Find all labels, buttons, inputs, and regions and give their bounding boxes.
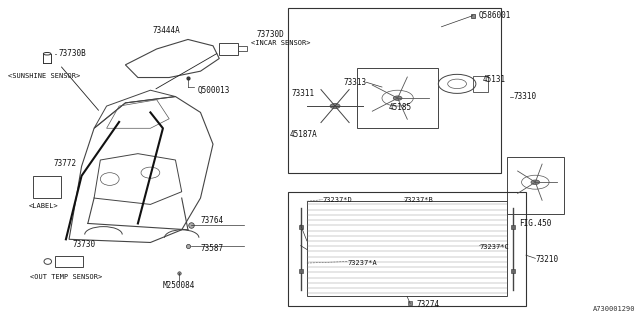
- Bar: [507, 157, 563, 214]
- Text: 73313: 73313: [343, 78, 366, 87]
- Text: 73237*A: 73237*A: [348, 260, 378, 266]
- Text: 73730B: 73730B: [58, 49, 86, 58]
- Text: 73310: 73310: [513, 92, 536, 101]
- Text: 73587: 73587: [200, 244, 223, 253]
- Text: 73274: 73274: [417, 300, 440, 309]
- Bar: [33, 176, 61, 198]
- Text: 73764: 73764: [200, 216, 223, 225]
- Text: <LABEL>: <LABEL>: [29, 203, 59, 209]
- Bar: [238, 46, 248, 51]
- Text: 45187A: 45187A: [290, 130, 317, 139]
- Text: <OUT TEMP SENSOR>: <OUT TEMP SENSOR>: [30, 274, 102, 280]
- Text: Q586001: Q586001: [479, 11, 511, 20]
- Bar: [473, 76, 488, 92]
- Text: 73237*C: 73237*C: [479, 244, 509, 250]
- Text: 73237*D: 73237*D: [323, 197, 352, 203]
- Circle shape: [393, 96, 402, 100]
- Circle shape: [531, 180, 540, 184]
- Circle shape: [330, 104, 340, 108]
- Bar: [357, 68, 438, 128]
- Text: 73730D: 73730D: [257, 30, 285, 39]
- Text: 73444A: 73444A: [152, 26, 180, 35]
- Bar: [288, 192, 526, 306]
- Text: A730001290: A730001290: [593, 306, 636, 312]
- Text: FIG.450: FIG.450: [519, 219, 552, 228]
- Text: M250084: M250084: [163, 281, 195, 290]
- Text: 73772: 73772: [53, 159, 77, 168]
- Text: <SUNSHINE SENSOR>: <SUNSHINE SENSOR>: [8, 73, 80, 79]
- Bar: [55, 256, 83, 267]
- Text: <INCAR SENSOR>: <INCAR SENSOR>: [250, 40, 310, 46]
- Text: Q500013: Q500013: [197, 86, 230, 95]
- Text: 45131: 45131: [482, 75, 505, 84]
- Text: 45185: 45185: [388, 103, 412, 112]
- Text: 73311: 73311: [291, 89, 314, 98]
- Bar: [220, 43, 238, 55]
- Text: 73237*B: 73237*B: [404, 197, 434, 203]
- Bar: [288, 8, 501, 173]
- Bar: [307, 201, 507, 296]
- Text: 73730: 73730: [72, 240, 95, 250]
- Text: 73210: 73210: [535, 255, 559, 264]
